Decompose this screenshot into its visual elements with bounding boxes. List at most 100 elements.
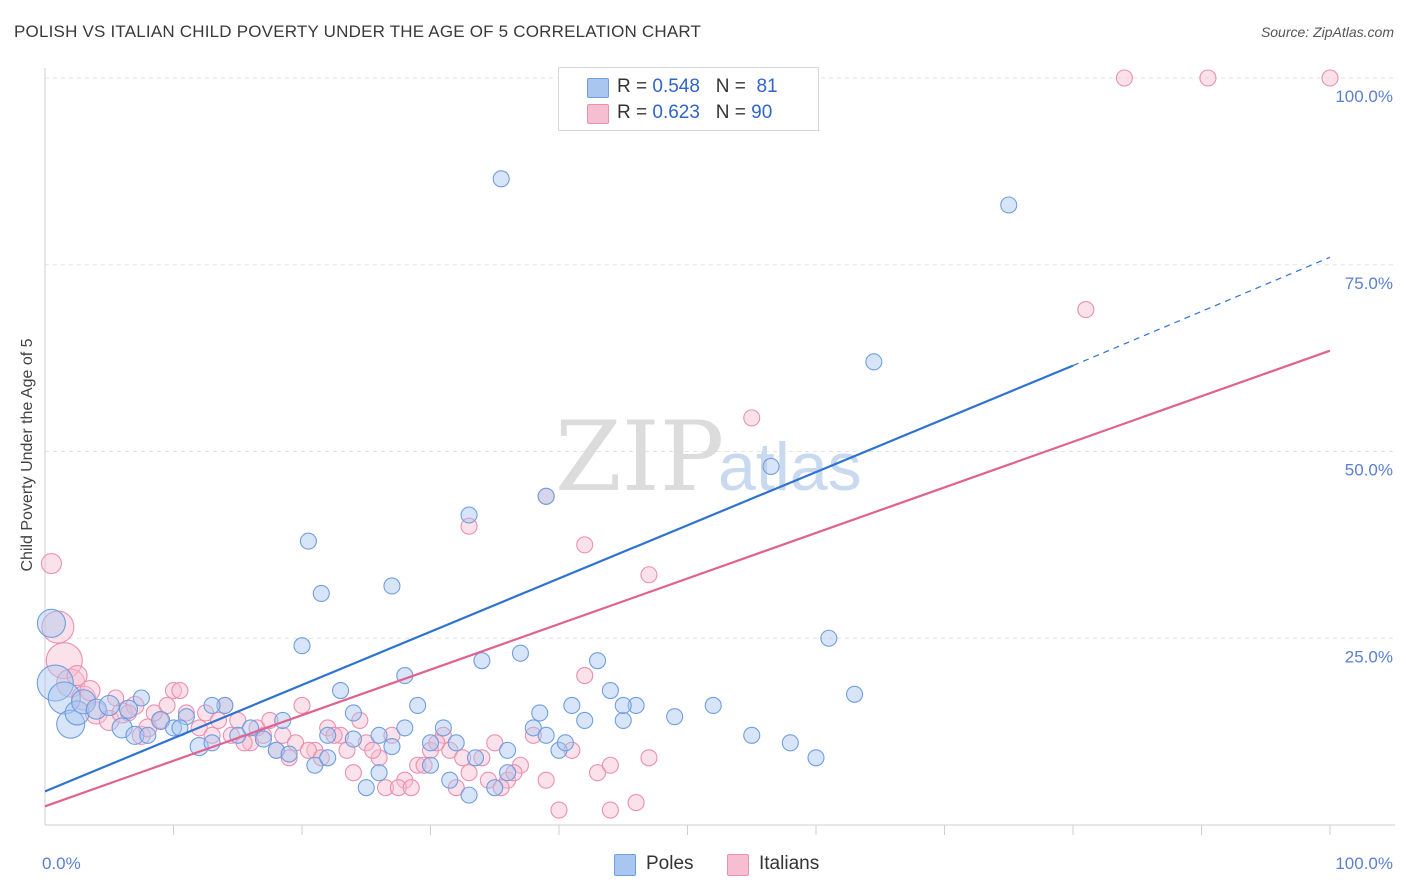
poles-point — [820, 629, 838, 647]
poles-point — [537, 487, 555, 505]
poles-legend-label: Poles — [646, 853, 694, 874]
poles-point — [71, 689, 97, 715]
italians-point — [473, 749, 491, 767]
poles-point — [499, 741, 517, 759]
italians-point — [460, 764, 478, 782]
italians-point — [550, 801, 568, 819]
legend-italians-text: R = 0.623 N = 90 — [617, 101, 772, 125]
italians-point — [640, 566, 658, 584]
italians-point — [274, 726, 292, 744]
italians-point — [402, 779, 420, 797]
italians-points — [40, 69, 1339, 819]
italians-point — [743, 409, 761, 427]
poles-point — [396, 719, 414, 737]
italians-point — [344, 764, 362, 782]
italians-point — [242, 734, 260, 752]
legend-r-label: R = — [617, 102, 648, 123]
poles-point — [524, 719, 542, 737]
poles-point — [370, 726, 388, 744]
trend-lines — [44, 256, 1331, 808]
italians-point — [293, 696, 311, 715]
poles-point — [383, 738, 401, 756]
poles-point — [601, 681, 619, 700]
poles-point — [499, 764, 517, 782]
poles-point — [743, 726, 761, 744]
poles-point — [344, 704, 362, 722]
italians-point — [601, 756, 619, 774]
y-tick-label: 75.0% — [1345, 274, 1393, 293]
poles-point — [132, 689, 150, 707]
poles-point — [164, 719, 183, 737]
poles-point — [319, 726, 337, 744]
legend-italians-r: 0.623 — [652, 102, 700, 123]
poles-point — [203, 696, 221, 715]
source-label: Source: ZipAtlas.com — [1260, 24, 1394, 40]
correlation-legend: R = 0.548 N = 81 R = 0.623 N = 90 — [558, 67, 819, 131]
italians-point — [325, 726, 343, 744]
poles-point — [486, 779, 504, 797]
italians-point — [492, 779, 510, 797]
poles-point — [588, 652, 607, 670]
poles-point — [762, 457, 780, 475]
poles-point — [1000, 196, 1018, 214]
watermark-atlas: atlas — [718, 429, 862, 505]
poles-point — [704, 696, 722, 715]
italians-point — [576, 667, 594, 685]
poles-point — [666, 708, 684, 726]
poles-point — [466, 749, 485, 767]
italians-point — [177, 704, 195, 722]
poles-point — [531, 704, 549, 722]
poles-point — [614, 711, 632, 729]
italians-point — [389, 779, 407, 797]
poles-point — [299, 532, 317, 550]
italians-point — [164, 681, 183, 700]
watermark-zip: ZIP — [555, 401, 724, 513]
italians-point — [505, 764, 523, 782]
poles-point — [125, 725, 145, 745]
italians-point — [131, 725, 151, 745]
poles-point — [627, 696, 645, 715]
poles-point — [357, 779, 375, 797]
y-tick-label: 100.0% — [1335, 87, 1393, 106]
poles-point — [511, 644, 530, 662]
poles-point — [280, 745, 298, 763]
axes — [44, 68, 1395, 835]
poles-trend-extension — [1072, 256, 1331, 367]
italians-point — [331, 726, 350, 744]
italians-point — [627, 794, 645, 812]
y-tick-label: 50.0% — [1345, 461, 1393, 480]
poles-point — [118, 699, 139, 719]
poles-point — [409, 696, 427, 715]
italians-point — [376, 779, 395, 797]
italians-point — [576, 536, 594, 554]
italians-point — [486, 734, 504, 752]
poles-point — [85, 698, 107, 720]
poles-point — [36, 664, 74, 702]
poles-point — [319, 749, 337, 767]
legend-r-label: R = — [617, 76, 648, 97]
poles-legend-swatch — [614, 854, 636, 876]
poles-point — [421, 734, 440, 752]
italians-point — [640, 749, 658, 767]
italians-point — [66, 665, 88, 687]
y-tick-label: 25.0% — [1345, 647, 1393, 666]
poles-point — [447, 734, 465, 752]
poles-point — [293, 637, 311, 655]
italians-point — [299, 741, 317, 759]
poles-point — [845, 685, 864, 703]
tick-labels: 25.0% 50.0% 75.0% 100.0% 0.0% 100.0% — [42, 87, 1393, 873]
poles-point — [370, 764, 388, 782]
poles-point — [865, 353, 883, 371]
legend-italians-n: 90 — [751, 102, 773, 123]
poles-swatch — [587, 78, 609, 98]
italians-legend-label: Italians — [759, 853, 820, 874]
italians-point — [84, 701, 108, 725]
italians-point — [1077, 301, 1095, 319]
italians-point — [415, 756, 433, 774]
poles-point — [139, 726, 157, 744]
legend-n-label: N = — [715, 76, 746, 97]
italians-point — [40, 552, 62, 575]
chart-title: POLISH VS ITALIAN CHILD POVERTY UNDER TH… — [14, 22, 702, 41]
legend-poles-text: R = 0.548 N = 81 — [617, 75, 778, 99]
italians-point — [409, 756, 427, 774]
